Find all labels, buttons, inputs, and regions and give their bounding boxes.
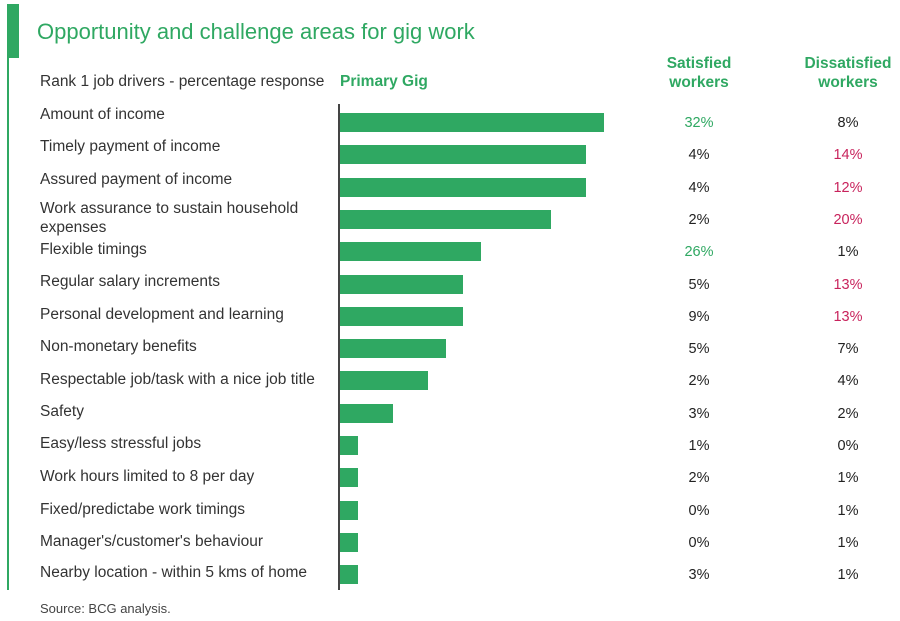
satisfied-value: 2% <box>688 470 710 487</box>
category-label: Fixed/predictabe work timings <box>40 501 246 518</box>
bar <box>340 274 463 294</box>
category-label: Safety <box>40 403 84 420</box>
row-header: Rank 1 job drivers - percentage response <box>40 73 325 90</box>
category-label: Easy/less stressful jobs <box>40 435 202 452</box>
category-label: Respectable job/task with a nice job tit… <box>40 371 315 388</box>
dissatisfied-value: 7% <box>837 341 859 358</box>
satisfied-value: 2% <box>688 373 710 390</box>
satisfied-value: 3% <box>688 567 710 584</box>
bar <box>340 306 463 326</box>
satisfied-value: 5% <box>688 276 710 293</box>
dissatisfied-value: 1% <box>837 567 859 584</box>
left-accent-rule <box>7 58 9 590</box>
bar <box>340 209 551 229</box>
dissatisfied-value: 0% <box>837 438 859 454</box>
dissatisfied-value: 1% <box>837 470 859 487</box>
category-label: Regular salary increments <box>40 273 221 290</box>
dissatisfied-value: 8% <box>837 115 859 131</box>
category-label: Non-monetary benefits <box>40 338 197 355</box>
satisfied-value: 4% <box>688 179 710 196</box>
satisfied-value: 2% <box>688 211 710 228</box>
bar <box>340 403 393 423</box>
dissatisfied-value: 14% <box>833 147 863 164</box>
dissatisfied-value: 13% <box>833 276 863 293</box>
chart-title: Opportunity and challenge areas for gig … <box>37 19 475 44</box>
satisfied-value: 32% <box>684 115 714 131</box>
category-label: Personal development and learning <box>40 306 284 323</box>
satisfied-value: 26% <box>684 244 714 261</box>
dissatisfied-value: 1% <box>837 534 859 551</box>
dissatisfied-value: 13% <box>833 308 863 325</box>
category-label: Nearby location - within 5 kms of home <box>40 564 308 581</box>
satisfied-value: 0% <box>688 534 710 551</box>
source-note: Source: BCG analysis. <box>40 601 171 616</box>
satisfied-value: 0% <box>688 502 710 519</box>
dissatisfied-value: 12% <box>833 179 863 196</box>
dissatisfied-value: 1% <box>837 244 859 261</box>
category-label: Work assurance to sustain household expe… <box>40 200 299 236</box>
dissatisfied-value: 4% <box>837 373 859 390</box>
satisfied-value: 5% <box>688 341 710 358</box>
satisfied-value: 1% <box>688 438 710 454</box>
satisfied-column-header: Satisfied workers <box>666 55 732 91</box>
bar <box>340 113 604 132</box>
bar <box>340 468 358 488</box>
bar <box>340 532 358 552</box>
satisfied-value: 4% <box>688 147 710 164</box>
dissatisfied-column-header: Dissatisfied workers <box>804 55 892 91</box>
category-label: Work hours limited to 8 per day <box>40 468 255 485</box>
bar <box>340 242 481 262</box>
title-accent-bar <box>7 4 19 58</box>
bar <box>340 565 358 585</box>
category-label: Manager's/customer's behaviour <box>40 533 264 550</box>
satisfied-value: 9% <box>688 308 710 325</box>
category-label: Amount of income <box>40 106 165 123</box>
satisfied-value: 3% <box>688 405 710 422</box>
bar <box>340 145 586 165</box>
bar <box>340 177 586 197</box>
bar <box>340 500 358 520</box>
dissatisfied-value: 20% <box>833 211 863 228</box>
bar-series-header: Primary Gig <box>340 73 428 90</box>
bar-axis-line <box>338 104 340 590</box>
dissatisfied-value: 1% <box>837 502 859 519</box>
bar <box>340 339 446 359</box>
bar <box>340 436 358 455</box>
category-label: Flexible timings <box>40 241 147 258</box>
category-label: Assured payment of income <box>40 171 233 188</box>
category-label: Timely payment of income <box>40 138 221 155</box>
bar <box>340 371 428 391</box>
dissatisfied-value: 2% <box>837 405 859 422</box>
